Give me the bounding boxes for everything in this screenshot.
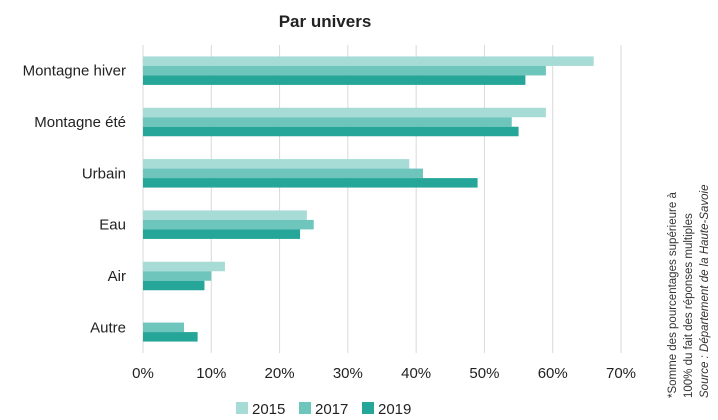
x-tick-label-0: 0% — [132, 365, 154, 382]
bar-montagne-ete-2017 — [143, 117, 512, 127]
bar-urbain-2019 — [143, 178, 478, 188]
bar-eau-2019 — [143, 229, 301, 239]
bar-montagne-ete-2019 — [143, 126, 519, 137]
grid-layer — [142, 45, 622, 353]
category-label-montagne-ete: Montagne été — [34, 114, 126, 131]
x-tick-label-20: 20% — [265, 365, 295, 382]
bar-eau-2017 — [143, 219, 314, 230]
bar-montagne-ete-2015 — [143, 107, 546, 118]
legend-swatch-2017 — [299, 402, 311, 414]
note-line-1: *Somme des pourcentages supérieure à — [667, 192, 679, 398]
x-tick-label-10: 10% — [196, 365, 226, 382]
category-label-montagne-hiver: Montagne hiver — [23, 63, 126, 80]
x-tick-label-40: 40% — [401, 365, 431, 382]
bar-urbain-2015 — [143, 159, 410, 169]
legend-swatch-2015 — [236, 402, 248, 414]
bar-autre-2019 — [143, 332, 198, 342]
category-label-autre: Autre — [90, 319, 126, 336]
bar-eau-2015 — [143, 210, 307, 220]
category-label-urbain: Urbain — [82, 165, 126, 182]
bar-autre-2017 — [143, 322, 184, 333]
legend-label-2017: 2017 — [315, 401, 348, 418]
x-tick-label-30: 30% — [333, 365, 363, 382]
bars-layer — [143, 56, 594, 342]
side-notes: *Somme des pourcentages supérieure à 100… — [667, 184, 711, 398]
bar-air-2015 — [143, 261, 225, 272]
category-label-air: Air — [108, 268, 126, 285]
source-note: Source : Département de la Haute-Savoie — [699, 184, 711, 398]
note-line-2: 100% du fait des réponses multiples — [683, 213, 695, 398]
legend-swatch-2019 — [362, 402, 374, 414]
x-tick-label-60: 60% — [538, 365, 568, 382]
bar-air-2019 — [143, 280, 205, 291]
category-labels: Montagne hiver Montagne été Urbain Eau Air Au… — [23, 63, 126, 337]
bar-urbain-2017 — [143, 168, 423, 179]
bar-montagne-hiver-2017 — [143, 65, 546, 76]
bar-montagne-hiver-2019 — [143, 75, 526, 85]
x-tick-label-50: 50% — [469, 365, 499, 382]
legend-label-2019: 2019 — [378, 401, 411, 418]
x-tick-labels: 0% 10% 20% 30% 40% 50% 60% 70% — [132, 365, 636, 382]
x-tick-label-70: 70% — [606, 365, 636, 382]
category-label-eau: Eau — [99, 217, 126, 234]
bar-montagne-hiver-2015 — [143, 56, 594, 66]
chart-title: Par univers — [279, 12, 372, 31]
legend-label-2015: 2015 — [252, 401, 285, 418]
bar-air-2017 — [143, 271, 212, 281]
legend: 2015 2017 2019 — [236, 401, 411, 418]
